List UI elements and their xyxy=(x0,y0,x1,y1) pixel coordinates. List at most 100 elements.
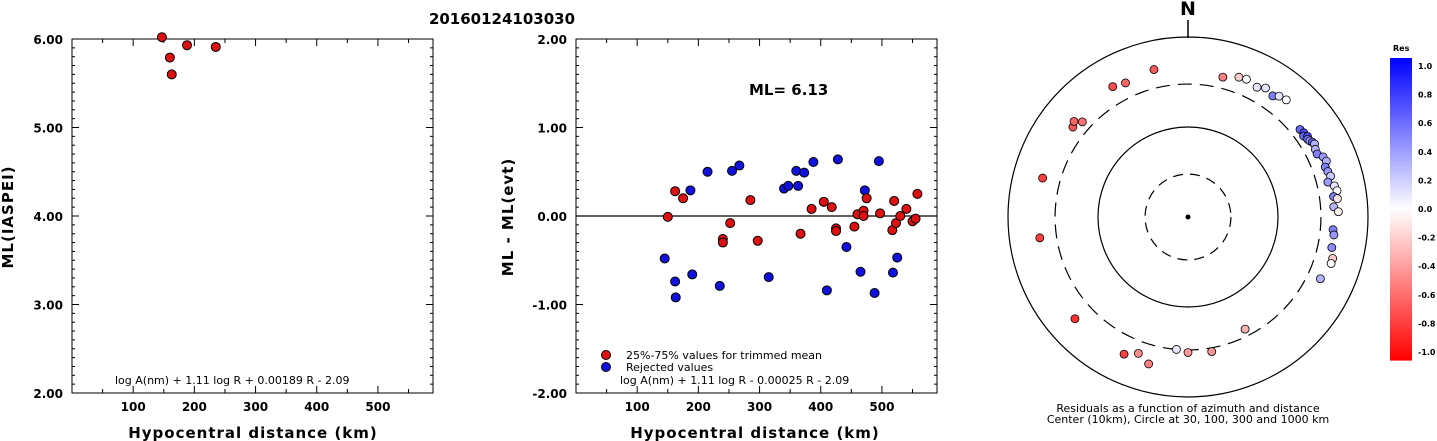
y-tick-label: 1.00 xyxy=(537,122,567,136)
station-point xyxy=(1333,207,1343,217)
colorbar-segment xyxy=(1390,281,1412,286)
colorbar-segment xyxy=(1390,260,1412,264)
station-point xyxy=(1316,274,1325,284)
ml-residual-panel: ML - ML(evt) Hypocentral distance (km) M… xyxy=(499,33,938,441)
colorbar-segment xyxy=(1390,139,1412,144)
rejected-point xyxy=(659,253,670,264)
x-tick-label: 500 xyxy=(869,400,894,414)
data-point xyxy=(156,32,167,43)
legend-trimmed-marker xyxy=(601,350,611,360)
legend-rejected-marker xyxy=(601,362,611,372)
p2-ylabel: ML - ML(evt) xyxy=(499,158,517,276)
station-point xyxy=(1172,345,1181,354)
colorbar-segment xyxy=(1390,118,1412,123)
p1-plot-frame xyxy=(71,38,434,394)
station-point xyxy=(1326,259,1336,268)
colorbar-segment xyxy=(1390,100,1412,104)
colorbar-segment xyxy=(1390,311,1412,316)
trimmed-point xyxy=(901,203,912,214)
trimmed-point xyxy=(745,195,756,206)
colorbar-segment xyxy=(1390,187,1412,192)
data-point xyxy=(210,41,221,52)
colorbar-segment xyxy=(1390,103,1412,107)
p1-plot-area: 100 200 300 400 500 2.00 3.00 4.00 5.00 6.00 xyxy=(33,32,434,414)
rejected-point xyxy=(670,292,681,303)
colorbar-segment xyxy=(1390,209,1412,213)
colorbar-label: 0.4 xyxy=(1418,148,1433,157)
colorbar-segment xyxy=(1390,184,1412,189)
colorbar-segment xyxy=(1390,347,1412,352)
colorbar-segment xyxy=(1390,88,1412,92)
rejected-point xyxy=(808,157,819,168)
colorbar-segment xyxy=(1390,266,1412,270)
p1-formula: log A(nm) + 1.11 log R + 0.00189 R - 2.0… xyxy=(115,374,349,387)
colorbar-label: 0.8 xyxy=(1418,91,1433,100)
colorbar-segment xyxy=(1390,124,1412,129)
data-point xyxy=(164,52,175,63)
y-tick-label: 2.00 xyxy=(537,33,567,47)
colorbar-segment xyxy=(1390,320,1412,325)
colorbar-segment xyxy=(1390,296,1412,301)
colorbar-segment xyxy=(1390,338,1412,343)
colorbar-segment xyxy=(1390,356,1412,361)
y-tick-label: 2.00 xyxy=(33,387,63,401)
ring-100km xyxy=(1097,126,1279,308)
colorbar-segment xyxy=(1390,329,1412,334)
rejected-point xyxy=(783,180,794,191)
x-tick-label: 100 xyxy=(121,400,146,414)
trimmed-point xyxy=(826,202,837,213)
trimmed-point xyxy=(670,186,681,197)
colorbar-segment xyxy=(1390,257,1412,261)
station-point xyxy=(1070,314,1080,324)
colorbar-segment xyxy=(1390,242,1412,246)
colorbar-segment xyxy=(1390,115,1412,119)
rejected-point xyxy=(869,287,880,298)
trimmed-point xyxy=(806,203,817,214)
station-point xyxy=(1218,72,1228,82)
trimmed-point xyxy=(910,213,921,224)
rejected-point xyxy=(687,269,698,280)
rejected-point xyxy=(821,285,832,296)
colorbar-label: -1.0 xyxy=(1418,348,1436,357)
colorbar-segment xyxy=(1390,127,1412,132)
p3-plot-area xyxy=(1007,36,1369,398)
station-point xyxy=(1329,230,1339,240)
station-point xyxy=(1252,82,1262,92)
rejected-point xyxy=(799,167,810,178)
station-point xyxy=(1242,74,1251,84)
colorbar-segment xyxy=(1390,148,1412,153)
colorbar-segment xyxy=(1390,221,1412,225)
rejected-point xyxy=(793,180,804,191)
colorbar-segment xyxy=(1390,239,1412,243)
colorbar-segment xyxy=(1390,73,1412,77)
x-tick-label: 500 xyxy=(365,400,390,414)
legend-trimmed-label: 25%-75% values for trimmed mean xyxy=(626,349,822,362)
colorbar-segment xyxy=(1390,199,1412,204)
colorbar-segment xyxy=(1390,58,1412,62)
x-tick-label: 200 xyxy=(686,400,711,414)
colorbar-segment xyxy=(1390,353,1412,358)
y-tick-label: 5.00 xyxy=(33,122,63,136)
colorbar-segment xyxy=(1390,175,1412,180)
colorbar-segment xyxy=(1390,163,1412,168)
p2-formula: log A(nm) + 1.11 log R - 0.00025 R - 2.0… xyxy=(620,374,849,387)
colorbar-segment xyxy=(1390,344,1412,349)
colorbar-segment xyxy=(1390,91,1412,95)
colorbar-segment xyxy=(1390,293,1412,298)
station-point xyxy=(1183,348,1193,357)
station-point xyxy=(1108,82,1118,92)
colorbar-segment xyxy=(1390,106,1412,110)
colorbar-segment xyxy=(1390,212,1412,216)
ring-1000km xyxy=(1007,36,1369,398)
colorbar-segment xyxy=(1390,269,1412,274)
colorbar-segment xyxy=(1390,61,1412,65)
trimmed-point xyxy=(849,221,860,232)
colorbar-segment xyxy=(1390,248,1412,252)
rejected-point xyxy=(841,241,852,252)
x-tick-label: 400 xyxy=(304,400,329,414)
colorbar-segment xyxy=(1390,326,1412,331)
colorbar-label: 0.6 xyxy=(1418,119,1433,128)
rejected-point xyxy=(887,267,898,278)
p2-plot-area: 100 200 300 400 500 -2.00 -1.00 0.00 1.00 2.00 xyxy=(532,33,938,414)
colorbar-segment xyxy=(1390,109,1412,113)
